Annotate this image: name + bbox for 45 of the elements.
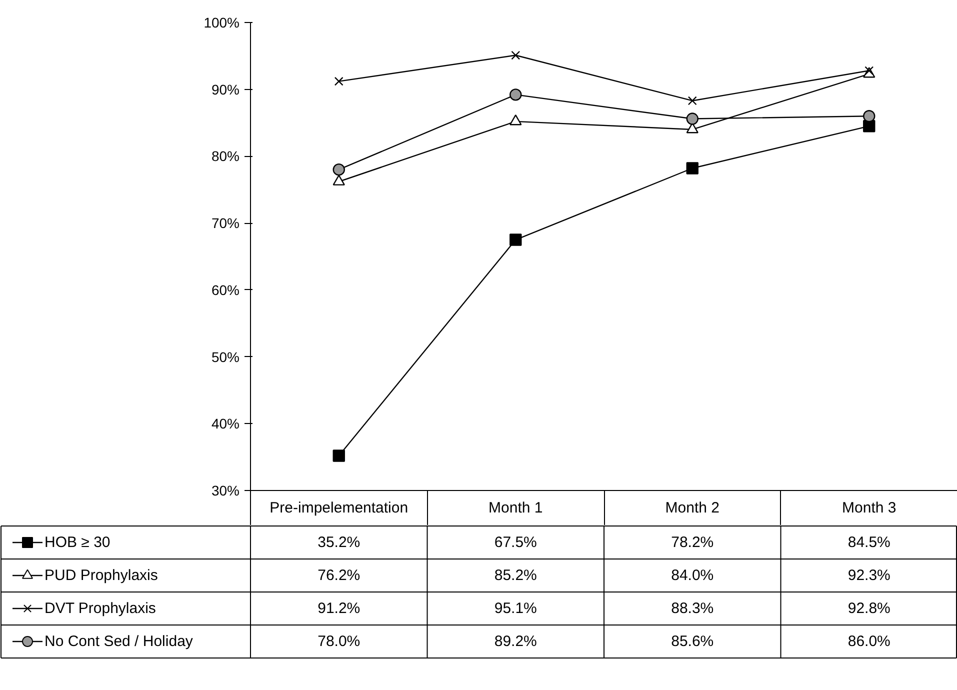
point xyxy=(332,163,345,176)
point xyxy=(510,88,522,101)
x-tick-label: Month 2 xyxy=(665,500,720,516)
point xyxy=(332,174,345,186)
y-tick-label: 30% xyxy=(211,482,240,498)
data-label: 85.2% xyxy=(494,567,537,584)
point xyxy=(510,114,522,126)
y-tick-label: 100% xyxy=(204,14,240,30)
x-tick-label: Month 3 xyxy=(842,500,896,516)
point xyxy=(686,112,698,125)
point xyxy=(511,50,520,60)
data-label: 67.5% xyxy=(494,534,537,551)
data-label: 89.2% xyxy=(494,633,537,650)
y-tick-label: 80% xyxy=(211,148,240,164)
point xyxy=(332,450,345,462)
data-label: 35.2% xyxy=(318,534,360,551)
y-tick-label: 90% xyxy=(211,81,240,98)
legend-label: PUD Prophylaxis xyxy=(44,567,158,584)
data-label: 91.2% xyxy=(318,600,360,617)
legend-label: No Cont Sed / Holiday xyxy=(44,633,194,650)
y-tick-label: 40% xyxy=(211,416,240,432)
data-label: 84.0% xyxy=(671,567,714,584)
y-tick-label: 60% xyxy=(211,282,240,298)
data-label: 84.5% xyxy=(848,534,890,551)
data-label: 92.3% xyxy=(848,567,890,584)
legend-label: HOB ≥ 30 xyxy=(44,534,110,551)
point xyxy=(864,66,874,76)
point xyxy=(334,76,344,86)
x-tick-label: Pre-impelementation xyxy=(270,500,408,516)
x-tick-label: Month 1 xyxy=(488,500,543,516)
data-label: 86.0% xyxy=(848,633,890,650)
y-tick-label: 50% xyxy=(211,348,240,365)
data-label: 95.1% xyxy=(494,600,537,617)
point xyxy=(863,110,876,122)
data-label: 78.2% xyxy=(671,534,714,551)
point xyxy=(688,96,697,106)
data-label: 92.8% xyxy=(848,600,890,617)
y-tick-label: 70% xyxy=(211,215,240,232)
data-label: 85.6% xyxy=(671,633,714,650)
data-label: 88.3% xyxy=(671,600,714,617)
data-label: 76.2% xyxy=(318,567,360,584)
point xyxy=(686,162,698,174)
point xyxy=(510,234,522,246)
data-label: 78.0% xyxy=(318,633,360,650)
legend-label: DVT Prophylaxis xyxy=(44,600,156,617)
